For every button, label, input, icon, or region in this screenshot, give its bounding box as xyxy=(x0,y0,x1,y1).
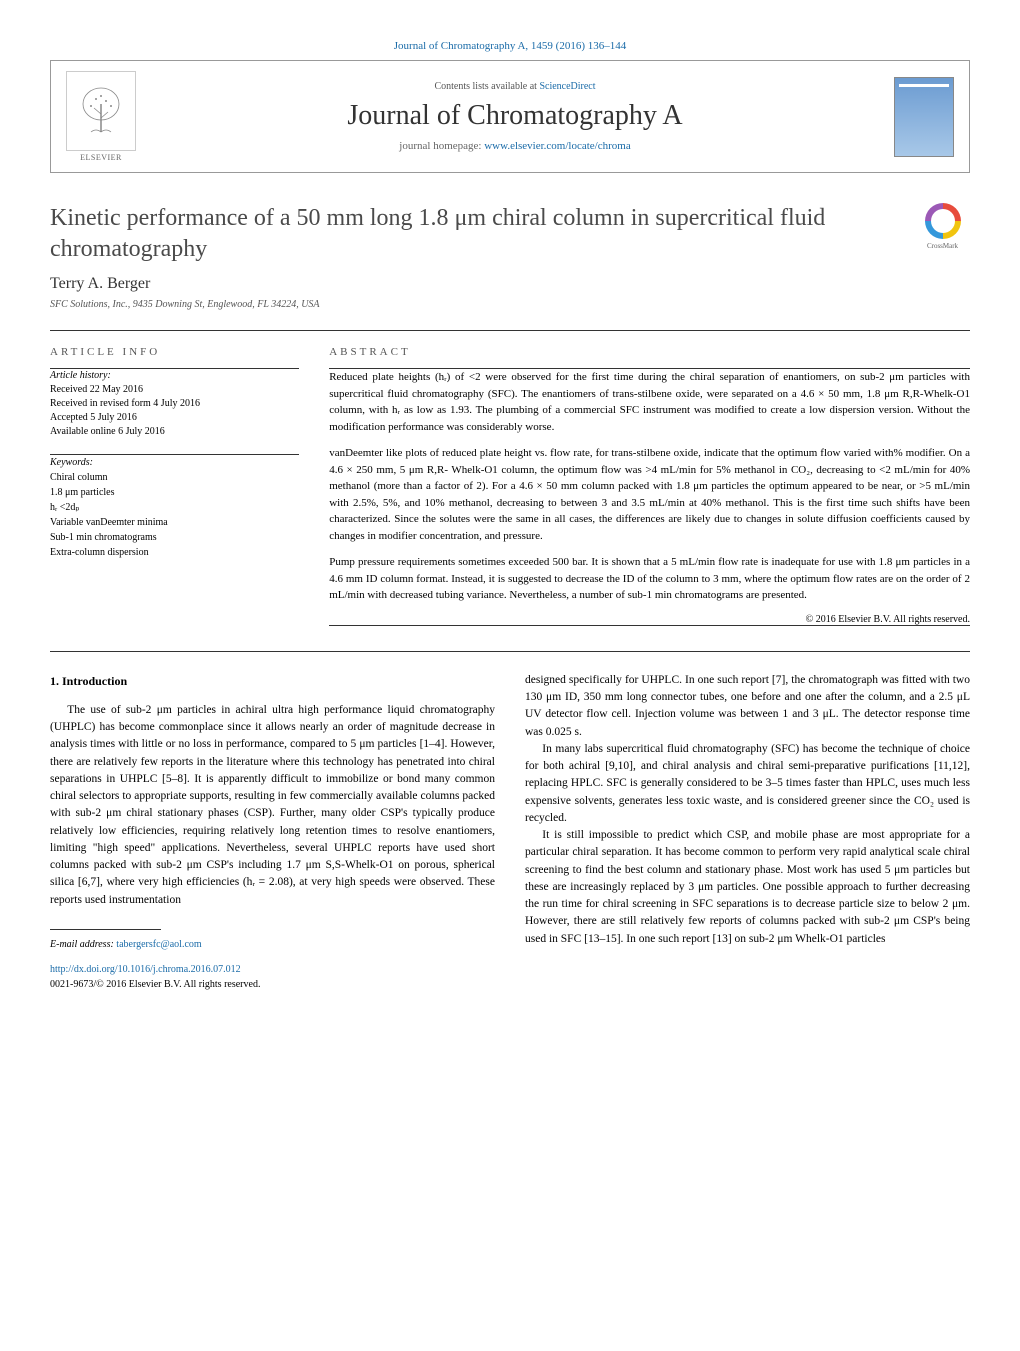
abstract-heading: ABSTRACT xyxy=(329,346,970,358)
body-paragraph: It is still impossible to predict which … xyxy=(525,827,970,948)
homepage-link[interactable]: www.elsevier.com/locate/chroma xyxy=(484,140,631,152)
footer-block: E-mail address: tabergersfc@aol.com xyxy=(50,938,495,952)
keywords-block: Keywords: Chiral column 1.8 μm particles… xyxy=(50,455,299,560)
abstract-text: Reduced plate heights (hᵣ) of <2 were ob… xyxy=(329,369,970,604)
body-paragraph: The use of sub-2 μm particles in achiral… xyxy=(50,702,495,909)
abstract-divider-bottom xyxy=(329,625,970,626)
history-item: Received in revised form 4 July 2016 xyxy=(50,397,299,411)
doi-link[interactable]: http://dx.doi.org/10.1016/j.chroma.2016.… xyxy=(50,962,495,977)
section-heading: 1. Introduction xyxy=(50,672,495,690)
email-label: E-mail address: xyxy=(50,939,116,950)
body-columns: 1. Introduction The use of sub-2 μm part… xyxy=(50,672,970,992)
body-left-column: 1. Introduction The use of sub-2 μm part… xyxy=(50,672,495,992)
crossmark-label: CrossMark xyxy=(927,242,958,250)
top-citation: Journal of Chromatography A, 1459 (2016)… xyxy=(50,40,970,52)
footer-copyright: 0021-9673/© 2016 Elsevier B.V. All right… xyxy=(50,977,495,992)
body-paragraph: In many labs supercritical fluid chromat… xyxy=(525,741,970,827)
main-divider xyxy=(50,651,970,652)
body-right-column: designed specifically for UHPLC. In one … xyxy=(525,672,970,992)
body-paragraph: designed specifically for UHPLC. In one … xyxy=(525,672,970,741)
elsevier-logo: ELSEVIER xyxy=(66,71,136,162)
header-center: Contents lists available at ScienceDirec… xyxy=(136,81,894,152)
footer-divider xyxy=(50,929,161,930)
info-columns: ARTICLE INFO Article history: Received 2… xyxy=(50,346,970,626)
contents-prefix: Contents lists available at xyxy=(434,81,539,92)
homepage-line: journal homepage: www.elsevier.com/locat… xyxy=(136,140,894,152)
author-email[interactable]: tabergersfc@aol.com xyxy=(116,939,201,950)
abstract-p2: vanDeemter like plots of reduced plate h… xyxy=(329,445,970,544)
section-title: Introduction xyxy=(62,674,127,688)
page-container: Journal of Chromatography A, 1459 (2016)… xyxy=(0,0,1020,1032)
article-info-column: ARTICLE INFO Article history: Received 2… xyxy=(50,346,299,626)
keyword: Extra-column dispersion xyxy=(50,545,299,560)
article-info-heading: ARTICLE INFO xyxy=(50,346,299,358)
history-item: Received 22 May 2016 xyxy=(50,383,299,397)
abstract-column: ABSTRACT Reduced plate heights (hᵣ) of <… xyxy=(329,346,970,626)
title-row: Kinetic performance of a 50 mm long 1.8 … xyxy=(50,203,970,265)
keywords-label: Keywords: xyxy=(50,455,299,470)
author-name: Terry A. Berger xyxy=(50,275,970,293)
homepage-prefix: journal homepage: xyxy=(399,140,484,152)
keyword: 1.8 μm particles xyxy=(50,485,299,500)
journal-header: ELSEVIER Contents lists available at Sci… xyxy=(50,60,970,173)
section-number: 1. xyxy=(50,674,59,688)
abstract-p1: Reduced plate heights (hᵣ) of <2 were ob… xyxy=(329,369,970,435)
elsevier-label: ELSEVIER xyxy=(80,153,122,162)
keyword: Sub-1 min chromatograms xyxy=(50,530,299,545)
crossmark-icon xyxy=(925,203,961,239)
article-title: Kinetic performance of a 50 mm long 1.8 … xyxy=(50,203,900,265)
history-item: Available online 6 July 2016 xyxy=(50,425,299,439)
abstract-copyright: © 2016 Elsevier B.V. All rights reserved… xyxy=(329,614,970,625)
sciencedirect-link[interactable]: ScienceDirect xyxy=(539,81,595,92)
keyword: hᵣ <2dₚ xyxy=(50,500,299,515)
crossmark-badge[interactable]: CrossMark xyxy=(915,203,970,258)
contents-line: Contents lists available at ScienceDirec… xyxy=(136,81,894,92)
history-item: Accepted 5 July 2016 xyxy=(50,411,299,425)
journal-name: Journal of Chromatography A xyxy=(136,100,894,132)
history-label: Article history: xyxy=(50,369,299,383)
keyword: Variable vanDeemter minima xyxy=(50,515,299,530)
keyword: Chiral column xyxy=(50,470,299,485)
journal-cover-thumbnail xyxy=(894,77,954,157)
affiliation: SFC Solutions, Inc., 9435 Downing St, En… xyxy=(50,299,970,310)
article-history: Article history: Received 22 May 2016 Re… xyxy=(50,369,299,439)
elsevier-tree-icon xyxy=(76,84,126,139)
divider-top xyxy=(50,330,970,331)
abstract-p3: Pump pressure requirements sometimes exc… xyxy=(329,554,970,604)
